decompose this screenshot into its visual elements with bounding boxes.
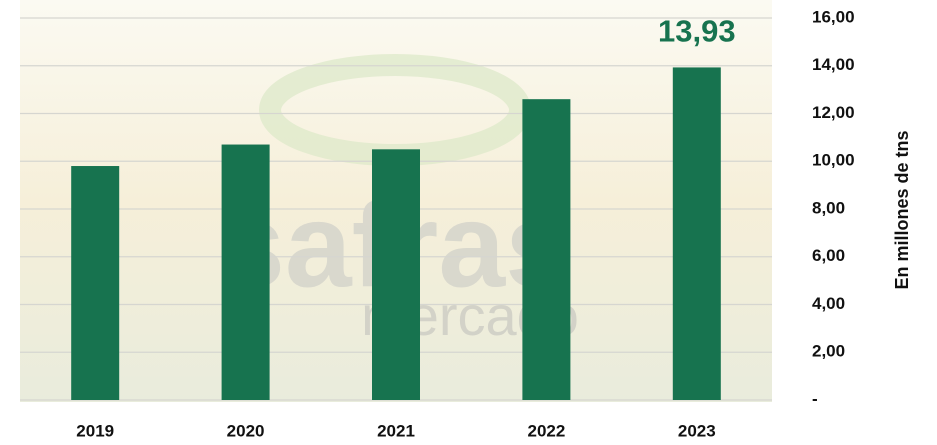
x-tick-label: 2022 [527,421,565,440]
bar [372,149,420,400]
y-tick-label: 12,00 [812,103,855,122]
y-tick-label: 16,00 [812,7,855,26]
bar [71,166,119,400]
y-tick-label: 2,00 [812,342,845,361]
bar [222,145,270,400]
y-tick-label: 6,00 [812,246,845,265]
x-tick-label: 2020 [227,421,265,440]
value-label: 13,93 [658,14,736,49]
y-tick-label: - [812,389,818,408]
y-tick-label: 10,00 [812,151,855,170]
bar [673,67,721,400]
y-axis-label: En millones de tns [892,130,912,289]
x-tick-label: 2021 [377,421,415,440]
y-tick-label: 8,00 [812,198,845,217]
bar [522,99,570,400]
x-tick-label: 2023 [678,421,716,440]
chart: safras mercado En millones de tns -2,004… [0,0,937,445]
y-tick-label: 4,00 [812,294,845,313]
y-tick-label: 14,00 [812,55,855,74]
x-tick-label: 2019 [76,421,114,440]
